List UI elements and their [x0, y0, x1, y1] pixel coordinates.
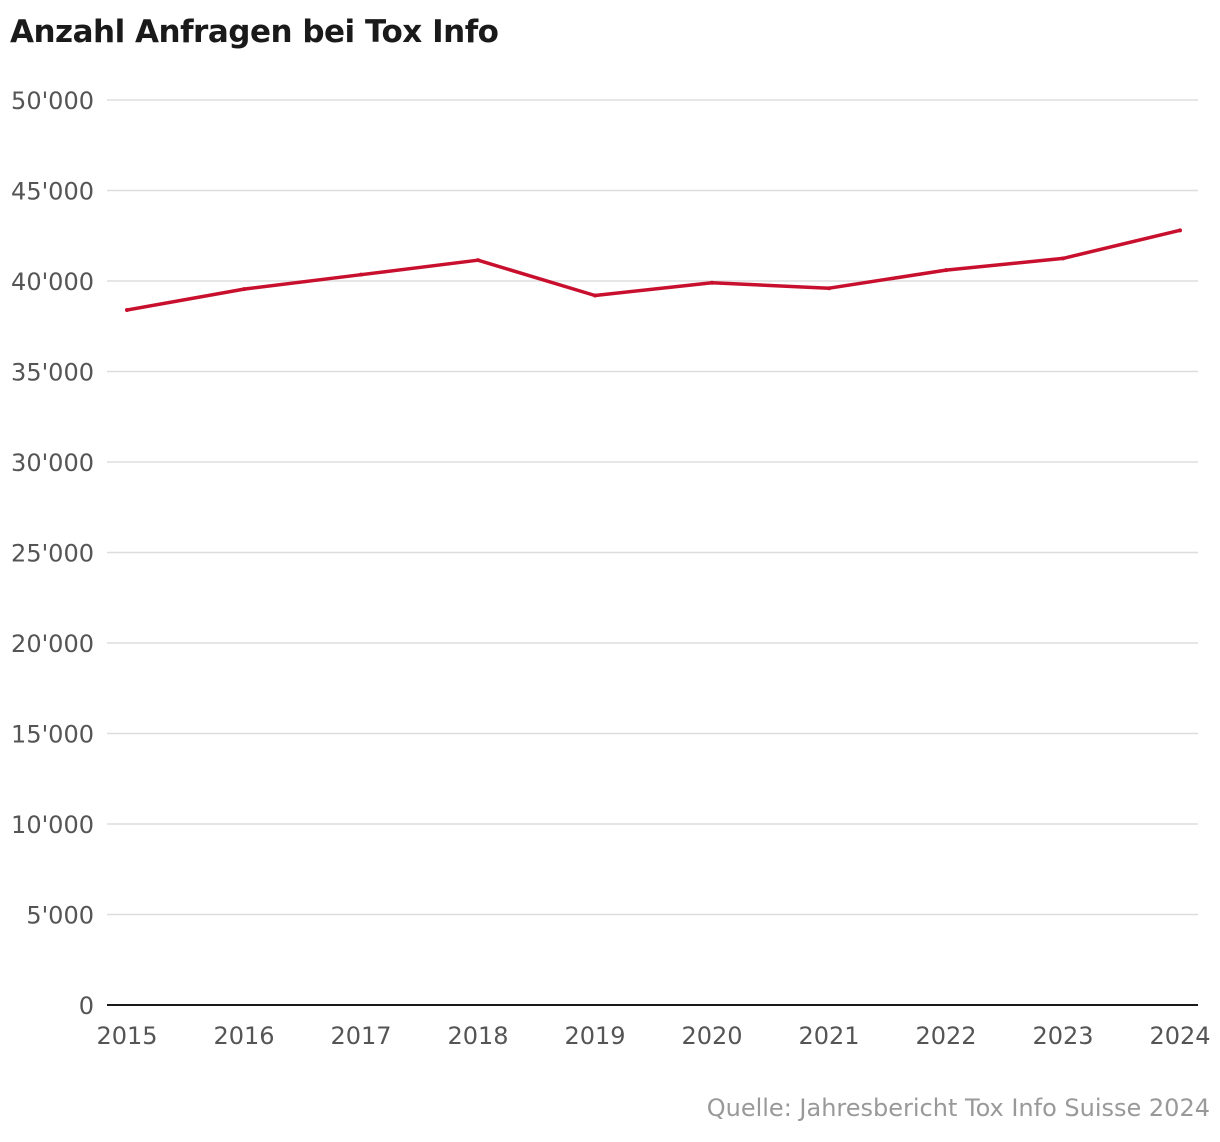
x-tick-label: 2021 [798, 1022, 859, 1050]
x-tick-label: 2024 [1149, 1022, 1210, 1050]
data-point [125, 307, 129, 312]
y-axis-tick-labels: 0 5'000 10'000 15'000 20'000 25'000 30'000 35'0… [11, 87, 94, 1020]
data-point [593, 293, 597, 298]
gridlines [107, 99, 1198, 916]
data-point [827, 286, 831, 291]
y-tick-label: 5'000 [26, 902, 94, 930]
y-tick-label: 10'000 [11, 811, 94, 839]
data-point [242, 287, 246, 292]
y-tick-label: 50'000 [11, 87, 94, 115]
source-note: Quelle: Jahresbericht Tox Info Suisse 20… [706, 1094, 1210, 1122]
y-tick-label: 25'000 [11, 540, 94, 568]
x-tick-label: 2023 [1032, 1022, 1093, 1050]
y-tick-label: 0 [79, 992, 94, 1020]
x-tick-label: 2019 [564, 1022, 625, 1050]
y-tick-label: 40'000 [11, 268, 94, 296]
data-point [359, 272, 363, 277]
y-tick-label: 35'000 [11, 359, 94, 387]
data-point [476, 258, 480, 263]
x-tick-label: 2022 [915, 1022, 976, 1050]
x-tick-label: 2016 [213, 1022, 274, 1050]
data-point [1061, 256, 1065, 261]
data-point [710, 280, 714, 285]
chart-title: Anzahl Anfragen bei Tox Info [10, 14, 499, 50]
data-point [1178, 228, 1182, 233]
x-tick-label: 2017 [330, 1022, 391, 1050]
x-tick-label: 2020 [681, 1022, 742, 1050]
series-line [125, 228, 1182, 312]
series-lines [125, 228, 1182, 312]
y-tick-label: 30'000 [11, 449, 94, 477]
y-tick-label: 15'000 [11, 721, 94, 749]
x-tick-label: 2015 [96, 1022, 157, 1050]
data-point [944, 268, 948, 273]
x-tick-label: 2018 [447, 1022, 508, 1050]
x-axis-tick-labels: 2015 2016 2017 2018 2019 2020 2021 2022 2023 2024 [96, 1022, 1210, 1050]
y-tick-label: 45'000 [11, 178, 94, 206]
y-tick-label: 20'000 [11, 630, 94, 658]
